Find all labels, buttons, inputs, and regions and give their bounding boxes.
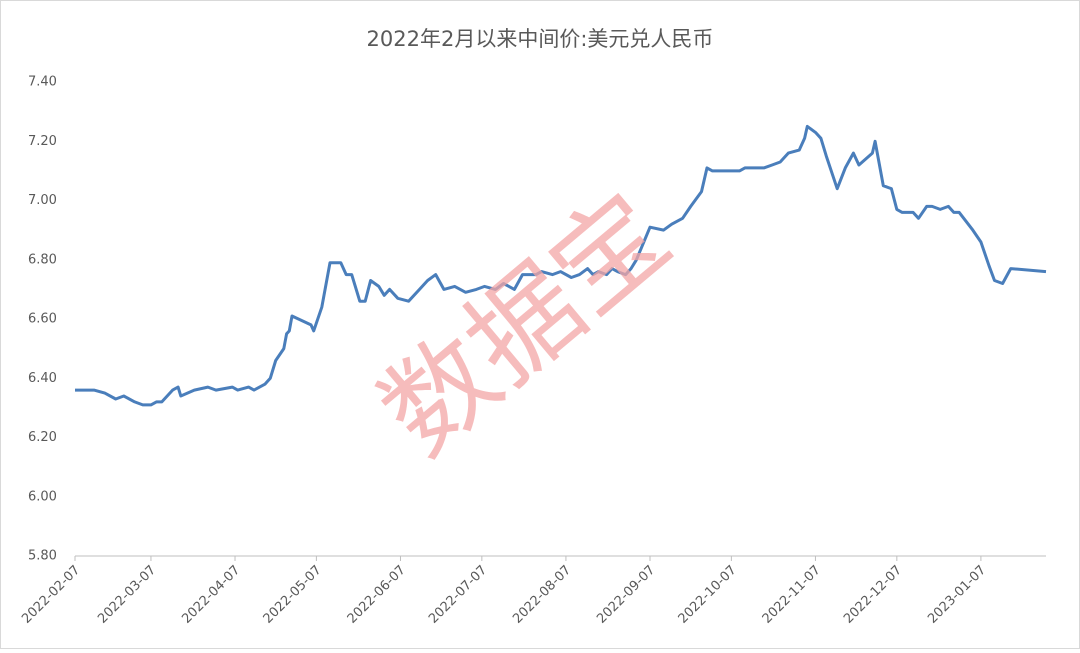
line-series [75, 124, 1047, 407]
y-tick-label: 6.60 [28, 312, 57, 327]
chart-title: 2022年2月以来中间价:美元兑人民币 [367, 27, 714, 51]
y-tick-label: 6.20 [28, 430, 57, 445]
y-tick-label: 7.40 [28, 75, 57, 90]
y-tick-label: 7.20 [28, 134, 57, 149]
y-tick-label: 6.00 [28, 489, 57, 504]
y-tick-label: 6.40 [28, 371, 57, 386]
y-tick-label: 7.00 [28, 193, 57, 208]
y-tick-label: 6.80 [28, 252, 57, 267]
y-tick-label: 5.80 [28, 549, 57, 564]
